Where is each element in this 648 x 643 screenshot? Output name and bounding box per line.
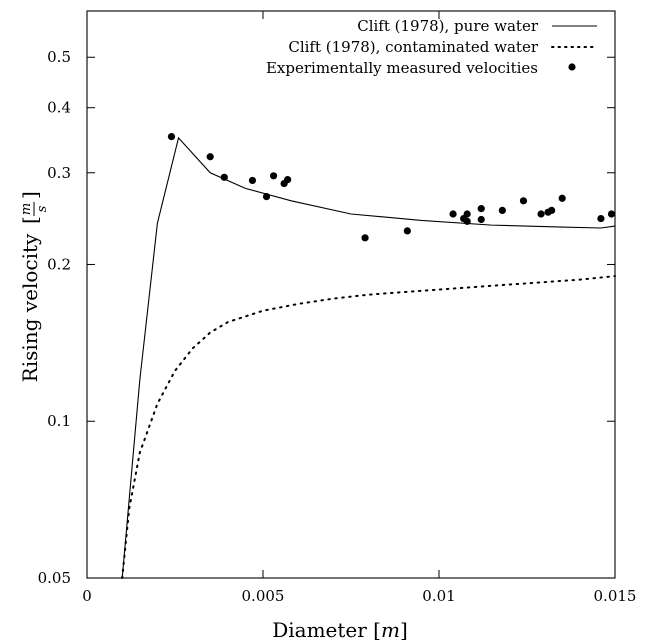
legend-marker-measured — [568, 63, 576, 71]
axis-ticks — [86, 11, 616, 579]
series-lines — [121, 136, 616, 579]
x-axis-title-text: Diameter — [272, 618, 373, 642]
data-point — [519, 197, 528, 205]
legend-label-pure-water: Clift (1978), pure water — [357, 17, 539, 35]
x-axis-unit: m — [381, 618, 400, 642]
data-point — [269, 172, 278, 180]
data-point — [597, 214, 605, 223]
y-tick-label: 0.05 — [38, 569, 71, 587]
data-point — [463, 217, 471, 225]
y-axis-title: Rising velocity [ m s ] — [18, 191, 50, 382]
axis-tick-labels: 0 0.005 0.01 0.015 0.05 0.1 0.2 0.3 0.4 0.5 — [38, 48, 637, 605]
data-point — [167, 133, 176, 141]
data-point — [403, 227, 411, 235]
x-tick-label: 0.015 — [594, 587, 637, 605]
data-point — [558, 194, 566, 202]
x-axis-unit-open-bracket: [ — [373, 618, 381, 642]
series-line-pure-water — [121, 136, 616, 579]
y-axis-title-text: Rising velocity — [18, 233, 42, 382]
y-axis-unit-open-bracket: [ — [18, 216, 42, 224]
data-point — [548, 206, 556, 215]
data-point — [284, 176, 292, 184]
x-tick-label: 0.005 — [242, 587, 285, 605]
legend-label-contaminated-water: Clift (1978), contaminated water — [288, 38, 538, 56]
x-axis-title: Diameter [m] — [272, 618, 408, 642]
y-tick-label: 0.4 — [47, 99, 71, 117]
y-axis-unit-denominator: s — [35, 205, 50, 212]
plot-area-frame — [86, 10, 616, 579]
y-tick-label: 0.3 — [47, 164, 71, 182]
series-line-contaminated-water — [121, 275, 616, 579]
data-point — [463, 210, 471, 218]
x-axis-unit-close-bracket: ] — [400, 618, 408, 642]
legend-label-measured: Experimentally measured velocities — [266, 59, 538, 77]
y-tick-label: 0.1 — [47, 412, 71, 430]
y-tick-label: 0.5 — [47, 48, 71, 66]
y-axis-unit-close-bracket: ] — [18, 191, 42, 199]
data-point — [262, 192, 271, 201]
data-point — [477, 205, 485, 213]
data-point — [607, 210, 616, 218]
data-point — [449, 210, 457, 218]
legend: Clift (1978), pure water Clift (1978), c… — [266, 17, 598, 77]
data-point — [206, 153, 214, 161]
data-point — [498, 206, 506, 215]
data-point — [477, 215, 485, 224]
x-tick-label: 0 — [82, 587, 92, 605]
x-tick-label: 0.01 — [422, 587, 455, 605]
data-point — [220, 173, 228, 181]
data-point — [537, 210, 545, 218]
data-points — [167, 133, 616, 242]
data-point — [361, 234, 369, 242]
y-axis-unit-numerator: m — [19, 203, 34, 215]
data-point — [248, 176, 257, 185]
y-tick-label: 0.2 — [47, 255, 71, 273]
